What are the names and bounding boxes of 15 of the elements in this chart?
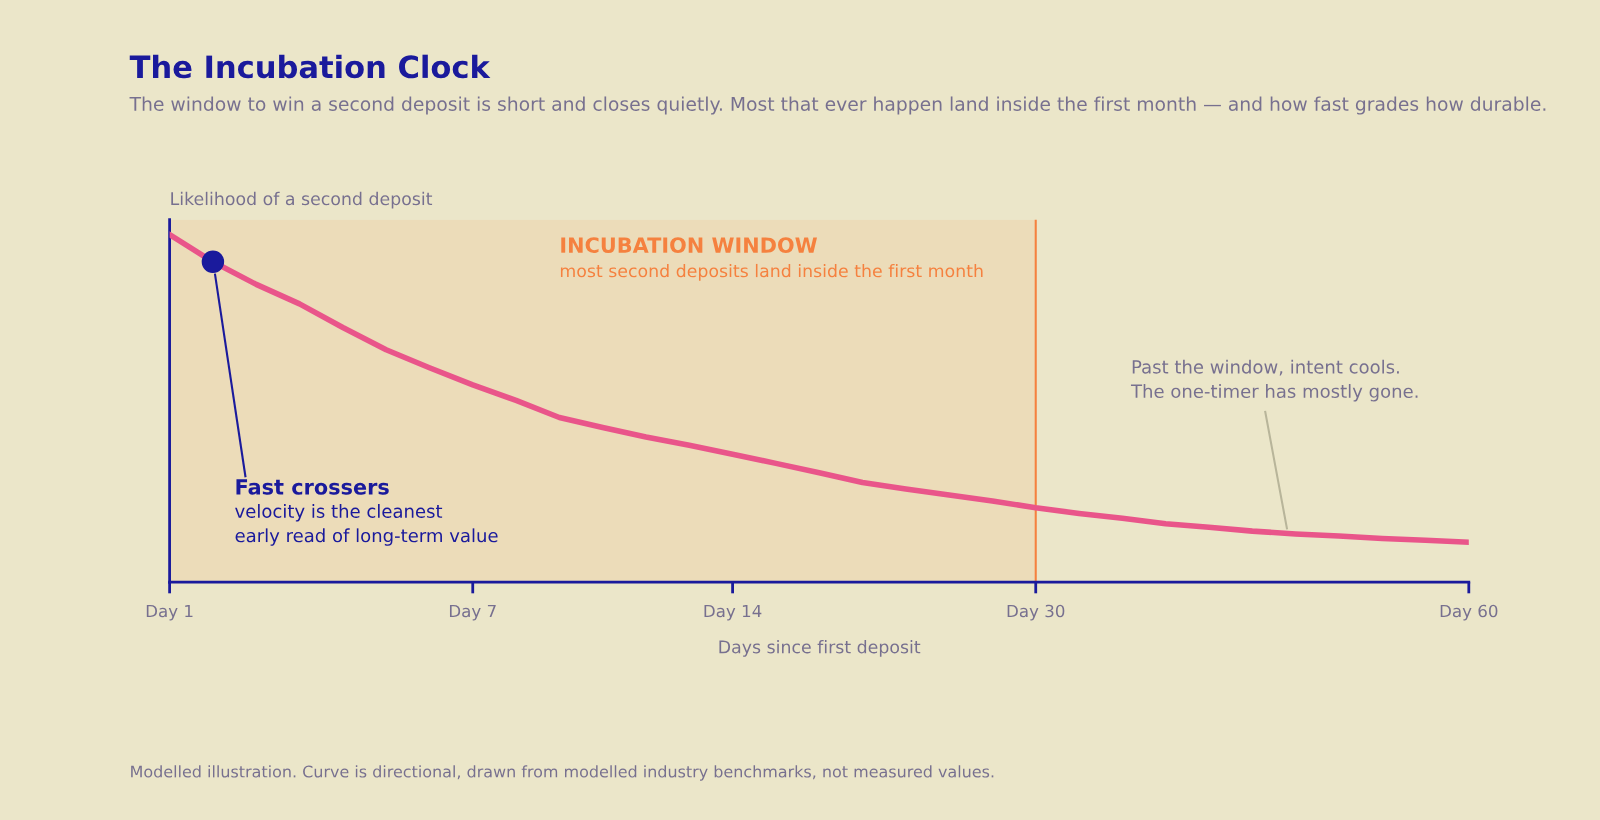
x-tick-label: Day 1 — [146, 604, 193, 621]
text: Modelled illustration. Curve is directional, drawn from modelled industry benchmarks, not measured values. — [131, 765, 994, 781]
chart-title: The Incubation Clock — [129, 54, 491, 79]
annotation: most second deposits land inside the first month — [560, 263, 983, 281]
x-tick-label: Day 14 — [704, 604, 762, 621]
y-axis-title: Likelihood of a second deposit — [171, 191, 433, 209]
x-tick-label: Day 60 — [1440, 604, 1498, 621]
annotation: Past the window, intent cools. The one-timer has mostly gone. — [1130, 359, 1418, 402]
band-label: INCUBATION WINDOW — [561, 237, 817, 253]
annotation: Fast crossers — [236, 479, 389, 495]
x-tick-label: Day 30 — [1007, 604, 1065, 621]
x-axis-title: Days since first deposit — [719, 640, 921, 657]
x-tick-label: Day 7 — [449, 604, 496, 621]
chart-subtitle: The window to win a second deposit is short and closes quietly. Most that ever happen land inside the first month — and how fast grades how durable. — [129, 96, 1546, 115]
annotation: velocity is the cleanest early read of long-term value — [235, 504, 498, 546]
